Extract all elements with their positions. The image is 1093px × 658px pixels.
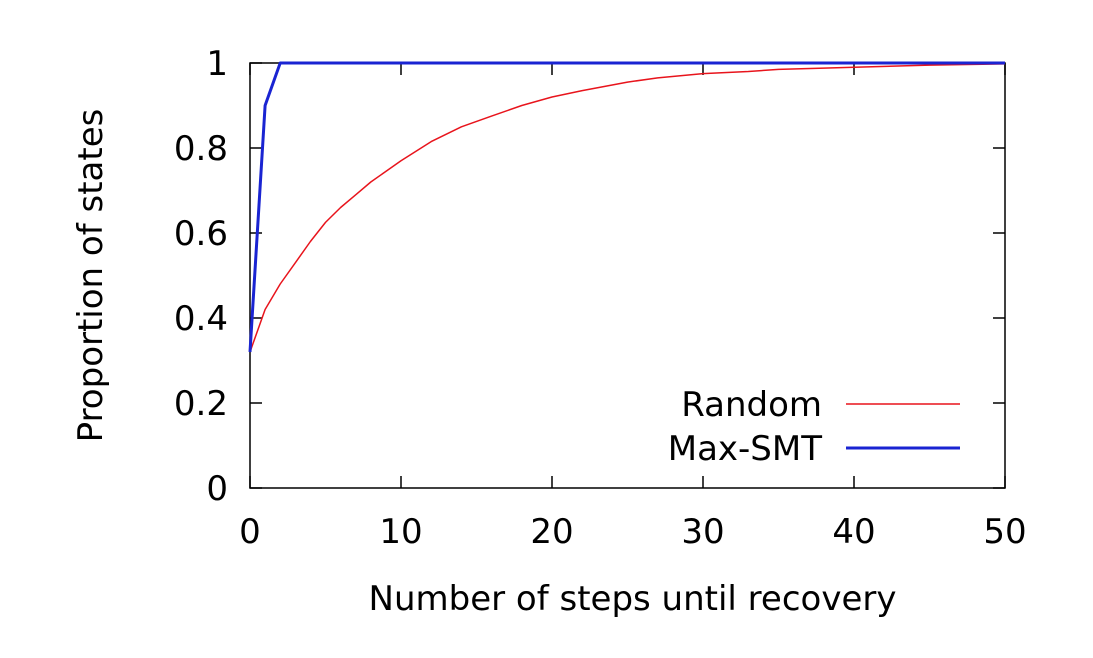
series-line-max-smt	[248, 61, 1005, 353]
y-tick-label: 0.4	[174, 299, 228, 339]
y-tick-label: 1	[206, 44, 228, 84]
x-tick-label: 30	[681, 512, 724, 552]
x-tick-label: 0	[239, 512, 261, 552]
x-tick-label: 40	[832, 512, 875, 552]
x-axis-label: Number of steps until recovery	[369, 579, 897, 619]
axis-ticks	[249, 62, 1006, 489]
y-tick-label: 0.6	[174, 214, 228, 254]
x-tick-label: 10	[379, 512, 422, 552]
legend-label: Max-SMT	[668, 429, 822, 469]
y-tick-label: 0	[206, 469, 228, 509]
y-tick-label: 0.8	[174, 129, 228, 169]
legend-label: Random	[681, 385, 822, 425]
series-line-random	[249, 63, 1006, 353]
y-tick-label: 0.2	[174, 384, 228, 424]
y-axis-label: Proportion of states	[71, 109, 111, 443]
plot-area-frame	[249, 62, 1006, 489]
axis-tick-labels: 0 10 20 30 40 50 0 0.2 0.4 0.6 0.8 1	[174, 44, 1027, 552]
x-tick-label: 20	[530, 512, 573, 552]
data-series	[248, 61, 1006, 353]
x-tick-label: 50	[983, 512, 1026, 552]
